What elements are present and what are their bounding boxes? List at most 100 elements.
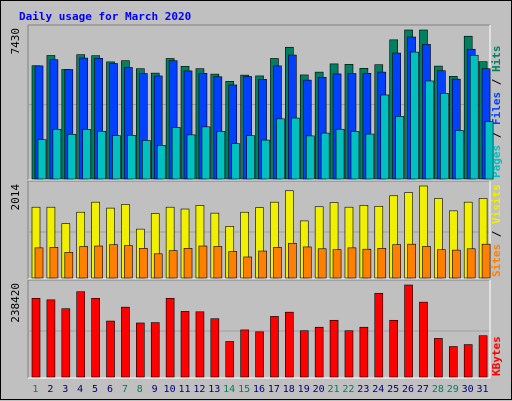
bar-sites-day-6 bbox=[109, 244, 118, 279]
bar-pages-day-4 bbox=[82, 129, 92, 180]
bar-pages-day-24 bbox=[380, 94, 390, 180]
bar-pages-day-29 bbox=[454, 130, 464, 180]
bar-sites-day-23 bbox=[362, 248, 372, 279]
bar-kbytes-day-28 bbox=[434, 338, 443, 378]
bar-kbytes-day-17 bbox=[270, 316, 279, 378]
bar-pages-day-9 bbox=[156, 145, 166, 180]
bar-pages-day-13 bbox=[216, 131, 226, 180]
bar-sites-day-10 bbox=[168, 250, 178, 279]
bar-kbytes-day-7 bbox=[121, 306, 130, 378]
panel-middle-max-label: 2014 bbox=[9, 184, 22, 211]
bar-pages-day-7 bbox=[127, 134, 136, 180]
bar-kbytes-day-16 bbox=[255, 331, 264, 378]
bar-sites-day-17 bbox=[273, 247, 282, 279]
x-tick-label-1: 1 bbox=[32, 384, 38, 395]
x-tick-label-21: 21 bbox=[327, 384, 339, 395]
bar-pages-day-10 bbox=[171, 127, 181, 180]
bar-sites-day-25 bbox=[392, 244, 401, 279]
x-tick-label-20: 20 bbox=[313, 384, 325, 395]
x-tick-label-18: 18 bbox=[283, 384, 295, 395]
bar-pages-day-28 bbox=[440, 93, 449, 180]
bar-kbytes-day-14 bbox=[225, 341, 235, 378]
bar-kbytes-day-23 bbox=[359, 326, 369, 378]
x-tick-label-14: 14 bbox=[223, 384, 235, 395]
x-tick-label-9: 9 bbox=[152, 384, 158, 395]
bar-sites-day-5 bbox=[94, 245, 103, 279]
bar-kbytes-day-11 bbox=[180, 311, 190, 378]
bar-sites-day-20 bbox=[317, 248, 327, 279]
legend-files: Files bbox=[490, 92, 503, 125]
bar-sites-day-3 bbox=[64, 252, 74, 279]
bar-pages-day-16 bbox=[261, 139, 270, 180]
chart-title: Daily usage for March 2020 bbox=[19, 10, 192, 23]
panel-middle-legend: Sites / Visits bbox=[490, 184, 503, 277]
x-tick-label-8: 8 bbox=[137, 384, 143, 395]
bar-sites-day-12 bbox=[198, 245, 208, 279]
bar-pages-day-3 bbox=[67, 133, 77, 180]
bar-kbytes-day-26 bbox=[404, 284, 413, 378]
bar-kbytes-day-13 bbox=[210, 318, 220, 378]
x-tick-label-26: 26 bbox=[402, 384, 414, 395]
bar-kbytes-day-20 bbox=[314, 326, 324, 378]
bar-kbytes-day-5 bbox=[91, 297, 100, 378]
bar-pages-day-12 bbox=[201, 126, 211, 180]
bar-sites-day-2 bbox=[49, 247, 59, 279]
bar-sites-day-30 bbox=[466, 248, 476, 279]
legend-separator: / bbox=[490, 224, 503, 244]
bar-sites-day-13 bbox=[213, 246, 223, 279]
x-tick-label-11: 11 bbox=[178, 384, 190, 395]
bar-kbytes-day-15 bbox=[240, 329, 249, 378]
x-tick-label-7: 7 bbox=[122, 384, 128, 395]
bar-sites-day-21 bbox=[332, 249, 342, 279]
x-tick-label-13: 13 bbox=[208, 384, 220, 395]
x-tick-label-6: 6 bbox=[107, 384, 113, 395]
bar-kbytes-day-4 bbox=[76, 291, 86, 378]
bar-pages-day-31 bbox=[484, 121, 494, 180]
bar-kbytes-day-12 bbox=[195, 311, 205, 378]
bar-kbytes-day-30 bbox=[463, 344, 473, 378]
bar-sites-day-9 bbox=[153, 253, 163, 279]
bar-pages-day-27 bbox=[425, 80, 434, 180]
legend-hits: Hits bbox=[490, 46, 503, 73]
bar-sites-day-19 bbox=[302, 246, 312, 279]
bar-pages-day-23 bbox=[365, 133, 375, 180]
x-tick-label-3: 3 bbox=[62, 384, 68, 395]
x-tick-label-24: 24 bbox=[372, 384, 384, 395]
bar-pages-day-20 bbox=[320, 132, 330, 180]
panel-bottom-legend: KBytes bbox=[490, 336, 503, 376]
x-tick-label-5: 5 bbox=[92, 384, 98, 395]
x-tick-label-10: 10 bbox=[164, 384, 176, 395]
bar-kbytes-day-2 bbox=[46, 299, 56, 378]
bar-sites-day-28 bbox=[437, 249, 446, 279]
bar-pages-day-6 bbox=[112, 135, 121, 180]
panel-top-max-label: 7430 bbox=[9, 28, 22, 55]
bar-kbytes-day-31 bbox=[478, 335, 488, 378]
panel-bottom-max-label: 238420 bbox=[9, 283, 22, 323]
x-tick-label-22: 22 bbox=[342, 384, 354, 395]
bar-kbytes-day-25 bbox=[389, 319, 398, 378]
bar-pages-day-2 bbox=[52, 128, 62, 180]
bar-sites-day-26 bbox=[407, 243, 416, 279]
bar-kbytes-day-29 bbox=[448, 346, 458, 378]
x-tick-label-23: 23 bbox=[357, 384, 369, 395]
bar-kbytes-day-18 bbox=[285, 311, 294, 378]
bar-pages-day-14 bbox=[231, 143, 241, 180]
bar-sites-day-29 bbox=[451, 249, 461, 279]
bar-pages-day-1 bbox=[37, 139, 47, 180]
bar-kbytes-day-9 bbox=[150, 322, 160, 378]
bar-sites-day-7 bbox=[124, 245, 133, 279]
bar-kbytes-day-3 bbox=[61, 308, 71, 378]
bar-kbytes-day-8 bbox=[136, 322, 145, 378]
bar-pages-day-26 bbox=[410, 51, 419, 180]
bar-sites-day-18 bbox=[288, 242, 297, 279]
x-tick-label-17: 17 bbox=[268, 384, 280, 395]
bar-pages-day-22 bbox=[350, 131, 360, 180]
x-tick-label-4: 4 bbox=[77, 384, 83, 395]
bar-pages-day-19 bbox=[305, 135, 315, 180]
bar-pages-day-8 bbox=[142, 140, 151, 180]
bar-pages-day-5 bbox=[97, 130, 106, 180]
x-tick-label-12: 12 bbox=[193, 384, 205, 395]
x-tick-label-16: 16 bbox=[253, 384, 265, 395]
legend-separator: / bbox=[490, 72, 503, 92]
x-tick-label-25: 25 bbox=[387, 384, 399, 395]
